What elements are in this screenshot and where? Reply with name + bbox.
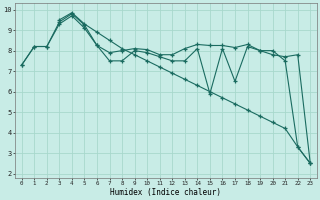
X-axis label: Humidex (Indice chaleur): Humidex (Indice chaleur) [110,188,221,197]
